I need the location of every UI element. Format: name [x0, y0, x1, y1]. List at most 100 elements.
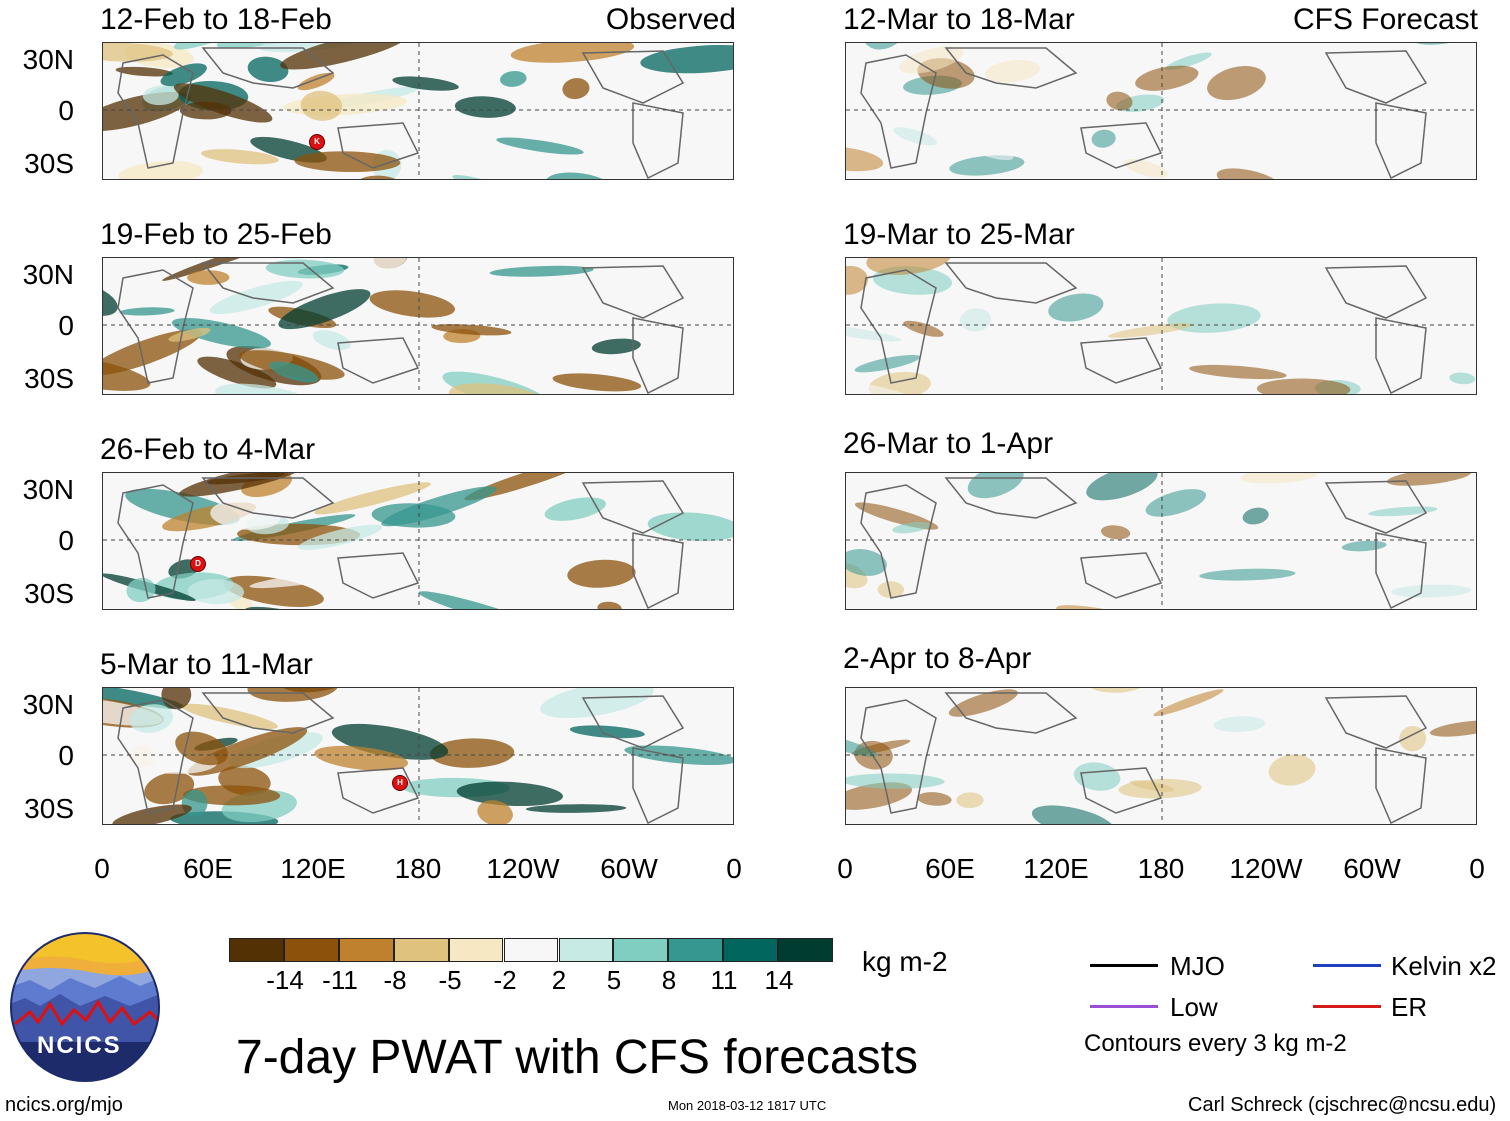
pwat-anomaly-blob [1287, 599, 1358, 609]
pwat-anomaly-blob [597, 601, 622, 609]
colorbar-swatch [613, 938, 669, 962]
pwat-anomaly-blob [1073, 762, 1121, 791]
pwat-anomaly-blob [1368, 506, 1438, 517]
colorbar-swatch [503, 938, 559, 962]
pwat-anomaly-blob [550, 755, 576, 783]
pwat-anomaly-blob [258, 43, 368, 53]
pwat-anomaly-blob [269, 361, 319, 383]
pwat-anomaly-blob [1108, 323, 1194, 338]
pwat-anomaly-blob [1153, 689, 1224, 717]
map-field [103, 43, 733, 179]
map-field [846, 688, 1476, 824]
pwat-anomaly-blob [552, 373, 642, 392]
panel-title-fc-3: 26-Mar to 1-Apr [843, 427, 1054, 460]
lon-label: 60W [600, 853, 658, 884]
coastline [117, 269, 194, 384]
map-obs-4 [102, 687, 734, 825]
colorbar-tick: -2 [493, 965, 517, 995]
coastline [337, 122, 420, 169]
pwat-anomaly-blob [280, 43, 410, 70]
pwat-anomaly-blob [392, 76, 459, 91]
lat-label: 30N [22, 44, 74, 75]
lat-label: 30N [22, 689, 74, 720]
pwat-anomaly-blob [525, 804, 627, 813]
coastline [944, 477, 1078, 519]
coastline [201, 692, 335, 734]
ncics-logo[interactable] [10, 932, 160, 1082]
pwat-anomaly-blob [449, 383, 555, 394]
coastline [860, 699, 937, 814]
panel-title-obs-1: 12-Feb to 18-Feb [100, 3, 332, 36]
pwat-anomaly-blob [952, 688, 1030, 698]
coastline [860, 484, 937, 599]
pwat-anomaly-blob [1216, 168, 1282, 179]
map-fc-2 [845, 257, 1477, 395]
panel-title-fc-4: 2-Apr to 8-Apr [843, 642, 1032, 675]
coastline [1324, 50, 1428, 104]
legend-line-er [1313, 1005, 1381, 1008]
footer-site-link[interactable]: ncics.org/mjo [5, 1094, 123, 1116]
pwat-anomaly-blob [249, 571, 356, 589]
lon-label: 120W [486, 853, 560, 884]
coastline [1080, 767, 1163, 814]
pwat-anomaly-blob [893, 127, 937, 146]
panel-title-fc-1: 12-Mar to 18-Mar [843, 3, 1075, 36]
colorbar-swatch [558, 938, 614, 962]
colorbar-tick: -14 [266, 965, 304, 995]
map-field [846, 43, 1476, 179]
coastline [581, 50, 685, 104]
legend-label-low: Low [1170, 992, 1218, 1022]
panel-title-obs-2: 19-Feb to 25-Feb [100, 218, 332, 251]
pwat-anomaly-blob [381, 486, 497, 527]
pwat-anomaly-blob [181, 703, 278, 730]
coastline [117, 699, 194, 814]
footer-author: Carl Schreck (cjschrec@ncsu.edu) [1188, 1094, 1497, 1116]
pwat-anomaly-blob [959, 308, 992, 332]
pwat-anomaly-blob [197, 356, 277, 389]
colorbar [229, 938, 833, 962]
legend-label-mjo: MJO [1170, 951, 1225, 981]
legend-line-mjo [1090, 964, 1158, 967]
colorbar-tick: -8 [383, 965, 407, 995]
pwat-anomaly-blob [209, 280, 303, 315]
logo-text: NCICS [37, 1032, 122, 1059]
pwat-anomaly-blob [314, 745, 409, 771]
pwat-anomaly-blob [162, 258, 289, 281]
pwat-anomaly-blob [914, 336, 961, 356]
pwat-anomaly-blob [215, 383, 321, 394]
storm-marker-k: K [309, 134, 325, 150]
pwat-anomaly-blob [175, 731, 228, 766]
pwat-anomaly-blob [1199, 568, 1296, 581]
pwat-anomaly-blob [1256, 378, 1351, 394]
lat-label: 30S [24, 363, 74, 394]
legend-label-kelvin: Kelvin x2 [1391, 951, 1497, 981]
pwat-anomaly-blob [112, 804, 192, 824]
map-obs-2 [102, 257, 734, 395]
coastline [581, 265, 685, 319]
pwat-anomaly-blob [1145, 489, 1207, 517]
pwat-anomaly-blob [129, 704, 174, 733]
coastline [117, 54, 194, 169]
lon-label: 60E [183, 853, 233, 884]
colorbar-swatch [283, 938, 339, 962]
coastline [581, 480, 685, 534]
pwat-anomaly-blob [948, 689, 1018, 717]
pwat-anomaly-blob [1268, 754, 1316, 786]
pwat-anomaly-blob [1240, 473, 1317, 484]
pwat-anomaly-blob [210, 500, 281, 530]
coastline [201, 262, 335, 304]
pwat-anomaly-blob [103, 283, 118, 316]
pwat-anomaly-blob [171, 318, 271, 349]
storm-marker-d: D [190, 556, 206, 572]
pwat-anomaly-blob [187, 579, 245, 605]
lon-label: 180 [394, 853, 442, 884]
pwat-anomaly-blob [1086, 473, 1158, 501]
pwat-anomaly-blob [1399, 726, 1427, 752]
lon-label: 120E [1023, 853, 1089, 884]
lat-label: 0 [58, 740, 74, 771]
legend-line-low [1090, 1005, 1158, 1008]
pwat-anomaly-blob [173, 83, 273, 123]
pwat-anomaly-blob [567, 559, 636, 588]
pwat-anomaly-blob [183, 785, 281, 806]
pwat-anomaly-blob [456, 781, 564, 807]
